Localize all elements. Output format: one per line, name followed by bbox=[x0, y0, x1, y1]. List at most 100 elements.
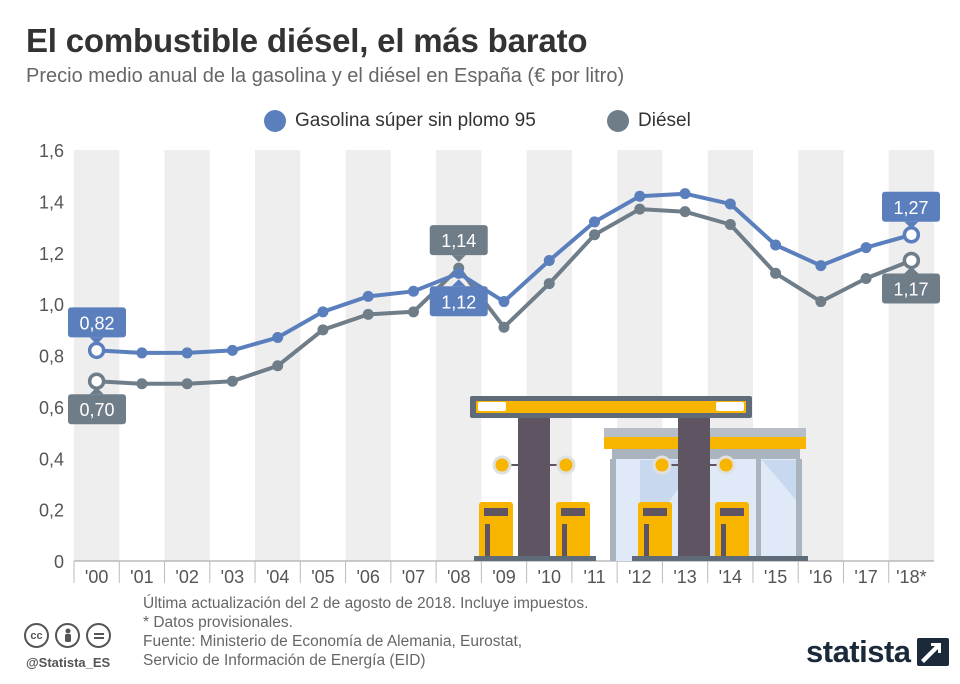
data-point bbox=[860, 242, 872, 254]
x-tick-label: '18* bbox=[896, 567, 926, 587]
data-point bbox=[87, 341, 106, 360]
x-tick-label: '04 bbox=[266, 567, 289, 587]
x-axis: '00 '01 '02 '03 '04 '05 '06 '07 '08 '09 '10 '11 '12 '… bbox=[73, 560, 934, 587]
data-point bbox=[498, 321, 510, 333]
legend-label-gasolina: Gasolina súper sin plomo 95 bbox=[295, 110, 536, 131]
callout-label: 0,70 bbox=[79, 400, 114, 420]
data-point bbox=[679, 206, 691, 218]
footer-provisional-note: * Datos provisionales. bbox=[143, 614, 293, 631]
data-point bbox=[589, 216, 601, 228]
y-tick-label: 0,6 bbox=[39, 398, 64, 418]
data-point bbox=[226, 375, 238, 387]
x-tick-label: '14 bbox=[719, 567, 742, 587]
chart-band bbox=[345, 150, 391, 561]
legend-swatch-diesel bbox=[607, 110, 629, 132]
by-icon bbox=[55, 623, 80, 648]
data-point bbox=[543, 278, 555, 290]
chart-subtitle: Precio medio anual de la gasolina y el d… bbox=[26, 65, 625, 87]
data-point bbox=[724, 198, 736, 210]
data-point bbox=[543, 254, 555, 266]
data-point bbox=[770, 239, 782, 251]
y-tick-label: 0,2 bbox=[39, 501, 64, 521]
data-point bbox=[87, 372, 106, 390]
y-tick-label: 1,0 bbox=[39, 295, 64, 315]
x-tick-label: '17 bbox=[854, 567, 877, 587]
legend-swatch-gasolina bbox=[264, 110, 286, 132]
y-tick-label: 0,8 bbox=[39, 347, 64, 367]
data-point bbox=[770, 267, 782, 279]
data-point bbox=[815, 260, 827, 272]
data-point bbox=[317, 324, 329, 336]
data-callout: 1,12 bbox=[429, 279, 488, 317]
data-point bbox=[815, 296, 827, 308]
callout-label: 1,17 bbox=[893, 279, 928, 299]
chart-title: El combustible diésel, el más barato bbox=[26, 22, 588, 59]
data-callout: 1,14 bbox=[429, 225, 488, 263]
data-point bbox=[498, 296, 510, 308]
chart-band bbox=[436, 150, 482, 561]
legend-item-diesel: Diésel bbox=[607, 110, 691, 132]
footer-notes: Última actualización del 2 de agosto de … bbox=[143, 594, 588, 670]
callout-label: 1,14 bbox=[441, 231, 476, 251]
data-point bbox=[634, 203, 646, 215]
statista-logo: statista bbox=[806, 634, 949, 670]
x-tick-label: '15 bbox=[764, 567, 787, 587]
legend-item-gasolina: Gasolina súper sin plomo 95 bbox=[264, 110, 536, 132]
y-tick-label: 0 bbox=[54, 552, 64, 572]
series-lines bbox=[94, 191, 914, 386]
x-tick-label: '09 bbox=[492, 567, 515, 587]
footer-source-line-2: Servicio de Información de Energía (EID) bbox=[143, 652, 426, 669]
data-point bbox=[902, 226, 921, 244]
brand-name: statista bbox=[806, 634, 911, 669]
x-tick-label: '06 bbox=[356, 567, 379, 587]
x-tick-label: '01 bbox=[130, 567, 153, 587]
data-point bbox=[272, 332, 284, 344]
x-tick-label: '11 bbox=[583, 567, 605, 587]
callout-label: 1,27 bbox=[893, 198, 928, 218]
data-point bbox=[453, 267, 465, 279]
data-point bbox=[226, 344, 238, 356]
data-callouts: 0,82 0,70 1,14 1,12 1,27 1,17 bbox=[68, 191, 940, 425]
y-tick-label: 1,4 bbox=[39, 192, 64, 212]
x-tick-label: '08 bbox=[447, 567, 470, 587]
statista-logo-icon bbox=[916, 638, 949, 666]
x-tick-label: '03 bbox=[221, 567, 244, 587]
data-callout: 0,70 bbox=[68, 387, 126, 425]
x-tick-label: '12 bbox=[628, 567, 651, 587]
footer-update-note: Última actualización del 2 de agosto de … bbox=[143, 595, 589, 612]
license-icons: cc bbox=[24, 623, 117, 648]
legend: Gasolina súper sin plomo 95 Diésel bbox=[0, 110, 960, 138]
x-tick-label: '13 bbox=[673, 567, 696, 587]
data-point bbox=[272, 360, 284, 372]
y-tick-label: 1,2 bbox=[39, 244, 64, 264]
social-handle: @Statista_ES bbox=[26, 655, 111, 670]
series-points bbox=[87, 188, 921, 390]
x-tick-label: '05 bbox=[311, 567, 334, 587]
data-point bbox=[902, 251, 921, 270]
x-tick-label: '10 bbox=[538, 567, 561, 587]
chart-band bbox=[798, 150, 844, 561]
data-point bbox=[362, 290, 374, 302]
chart-background-bands bbox=[74, 150, 934, 561]
x-tick-label: '00 bbox=[85, 567, 108, 587]
data-callout: 1,17 bbox=[882, 266, 940, 304]
data-point bbox=[181, 378, 193, 390]
data-point bbox=[136, 378, 148, 390]
x-tick-label: '07 bbox=[402, 567, 425, 587]
data-point bbox=[407, 306, 419, 318]
x-tick-label: '16 bbox=[809, 567, 832, 587]
line-chart: 00,20,40,60,81,01,21,41,6 '00'01'02'03'0… bbox=[39, 141, 940, 587]
data-point bbox=[136, 347, 148, 359]
data-point bbox=[362, 308, 374, 320]
legend-label-diesel: Diésel bbox=[638, 110, 691, 131]
footer-source-line-1: Fuente: Ministerio de Economía de Aleman… bbox=[143, 633, 523, 650]
data-point bbox=[634, 190, 646, 202]
callout-label: 1,12 bbox=[441, 292, 476, 312]
data-point bbox=[724, 218, 736, 230]
data-point bbox=[679, 188, 691, 200]
data-callout: 1,27 bbox=[882, 191, 940, 229]
y-axis: 0 0,2 0,4 0,6 0,8 1,0 1,2 1,4 1,6 bbox=[39, 141, 64, 572]
data-point bbox=[407, 285, 419, 297]
cc-icon: cc bbox=[24, 623, 49, 648]
data-point bbox=[181, 347, 193, 359]
